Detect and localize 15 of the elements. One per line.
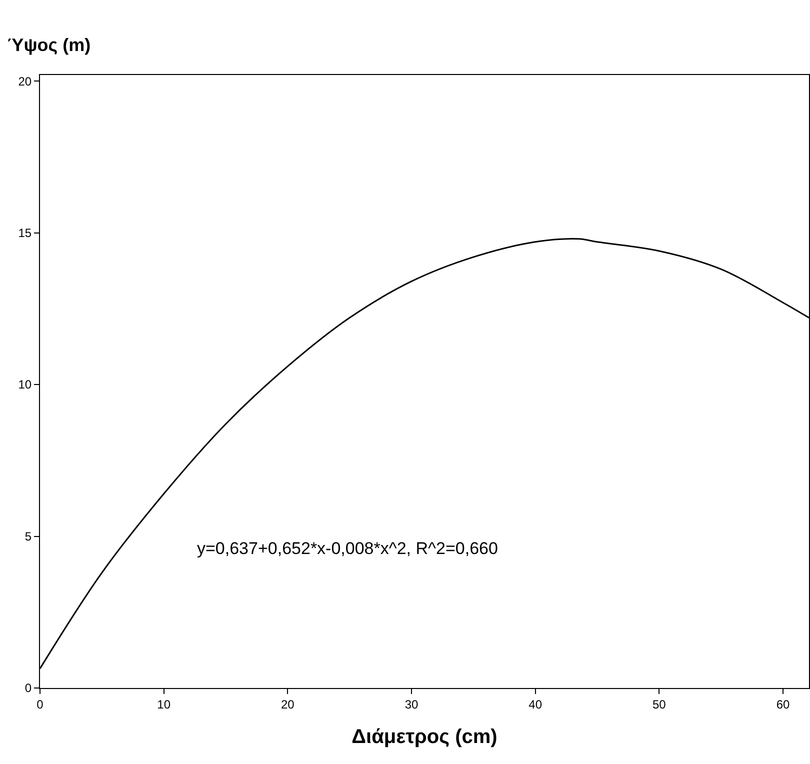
annotation: y=0,637+0,652*x-0,008*x^2, R^2=0,660 bbox=[197, 539, 498, 558]
x-tick-label: 40 bbox=[528, 697, 542, 712]
y-tick-label: 20 bbox=[18, 74, 32, 88]
x-tick-label: 60 bbox=[776, 697, 790, 712]
x-axis-title: Διάμετρος (cm) bbox=[352, 726, 498, 748]
y-axis-title: Ύψος (m) bbox=[7, 35, 91, 55]
y-tick-label: 10 bbox=[18, 378, 32, 392]
x-tick-label: 30 bbox=[404, 697, 418, 712]
y-tick-label: 15 bbox=[18, 226, 32, 240]
x-tick-label: 20 bbox=[280, 697, 295, 712]
x-tick-label: 10 bbox=[157, 697, 171, 712]
y-tick-label: 0 bbox=[24, 681, 32, 696]
x-tick-label: 0 bbox=[36, 697, 44, 712]
x-tick-label: 50 bbox=[652, 697, 666, 712]
y-tick-label: 5 bbox=[24, 529, 32, 544]
